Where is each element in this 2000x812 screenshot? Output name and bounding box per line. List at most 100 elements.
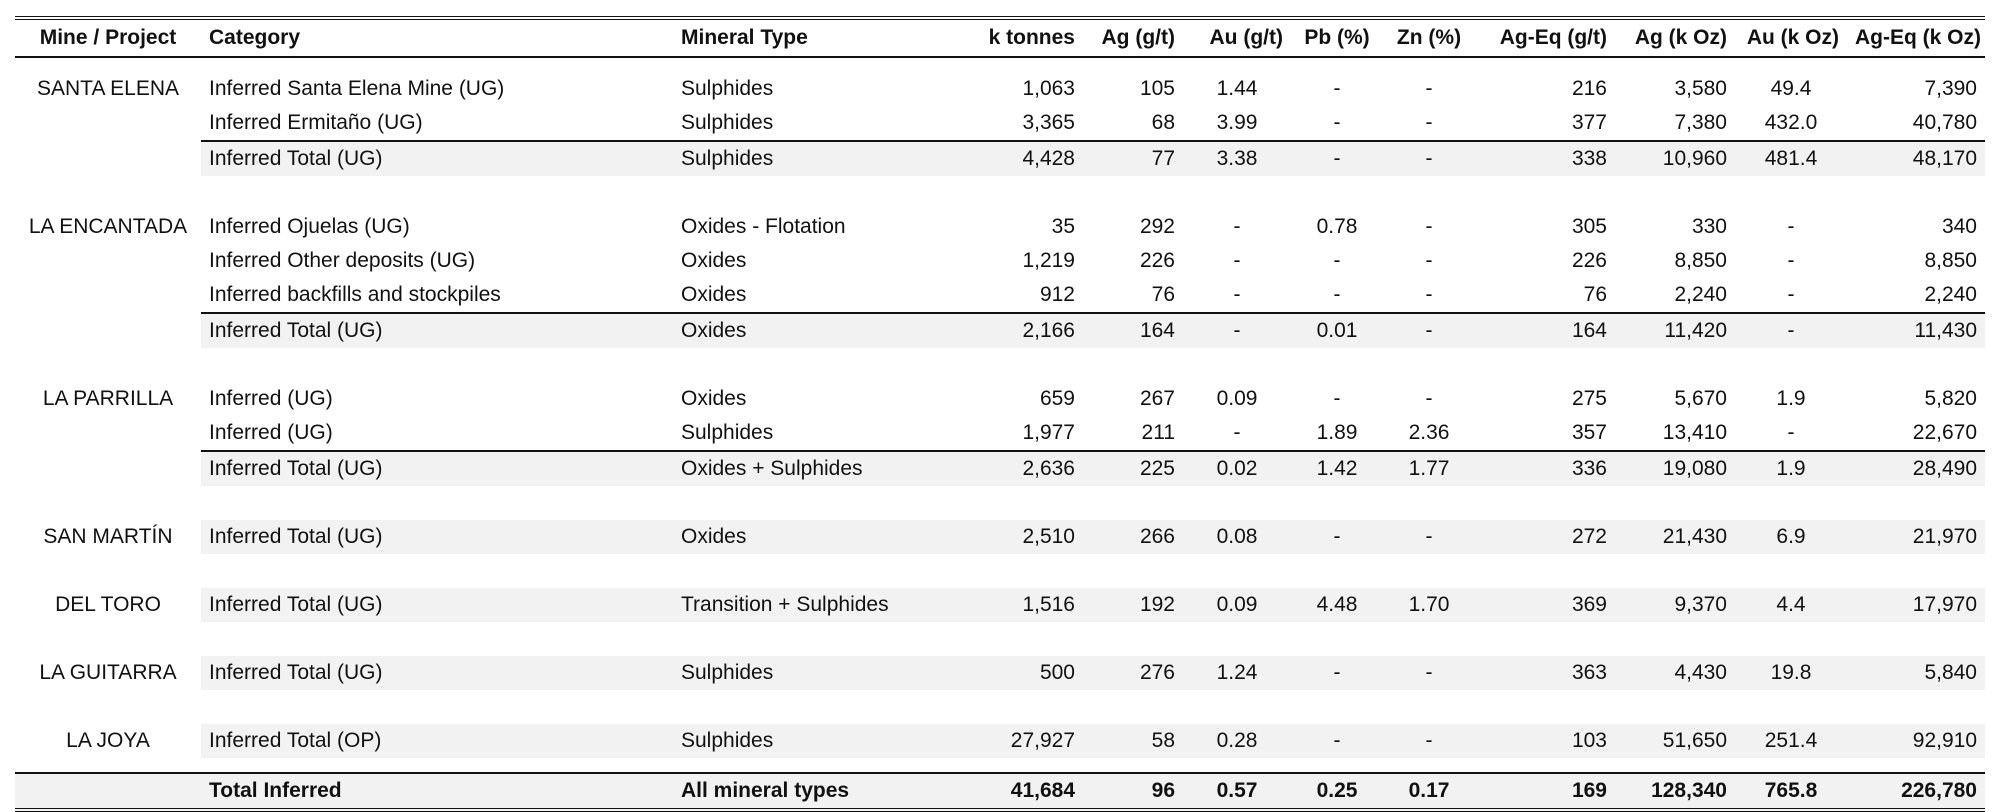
category-cell: Inferred Total (UG) [201,312,673,348]
table-row: LA ENCANTADA Inferred Ojuelas (UG) Oxides … [15,210,1985,244]
ag-gt-cell: 105 [1139,77,1175,100]
pb-cell: - [1333,249,1341,272]
zn-cell: - [1425,249,1433,272]
category-cell: Inferred Santa Elena Mine (UG) [209,77,505,100]
pb-cell: 1.42 [1291,450,1383,486]
pb-cell: 0.25 [1291,772,1383,812]
au-gt-cell: 0.28 [1183,724,1291,758]
au-koz-cell: 1.9 [1776,387,1806,410]
ageq-gt-cell: 169 [1475,772,1615,812]
ageq-gt-cell: 377 [1571,111,1607,134]
ageq-koz-cell: 340 [1941,215,1977,238]
spacer-row [15,58,1985,72]
ageq-koz-cell: 5,820 [1924,387,1977,410]
spacer-cell [15,58,1985,72]
ageq-koz-cell: 92,910 [1847,724,1985,758]
ageq-koz-cell: 28,490 [1847,450,1985,486]
category-cell: Inferred (UG) [209,387,333,410]
mineral-type-cell: Sulphides [673,140,953,176]
spacer-row [15,690,1985,724]
pb-cell: 0.78 [1316,215,1358,238]
table-row: Inferred backfills and stockpiles Oxides 9… [15,278,1985,312]
au-gt-cell: 0.02 [1183,450,1291,486]
ag-gt-cell: 77 [1083,140,1183,176]
spacer-cell [15,486,1985,520]
ag-koz-cell: 11,420 [1615,312,1735,348]
pb-cell: - [1333,111,1341,134]
mine-cell: DEL TORO [55,593,161,616]
header-row: Mine / Project Category Mineral Type k t… [15,16,1985,58]
zn-cell: - [1425,387,1433,410]
table-body: SANTA ELENA Inferred Santa Elena Mine (UG… [15,58,1985,812]
pb-cell: - [1291,140,1383,176]
table-row: SANTA ELENA Inferred Santa Elena Mine (UG… [15,72,1985,106]
table-row: Inferred Total (UG) Sulphides 4,428 77 3.38-… [15,140,1985,176]
ageq-koz-cell: 21,970 [1847,520,1985,554]
ag-gt-cell: 226 [1139,249,1175,272]
ageq-koz-cell: 11,430 [1847,312,1985,348]
ktonnes-cell: 4,428 [953,140,1083,176]
ag-koz-cell: 51,650 [1615,724,1735,758]
ktonnes-cell: 41,684 [953,772,1083,812]
zn-cell: 0.17 [1383,772,1475,812]
ag-gt-cell: 68 [1151,111,1175,134]
mineral-type-cell: Oxides [673,520,953,554]
ag-gt-cell: 164 [1083,312,1183,348]
mineral-type-cell: Transition + Sulphides [673,588,953,622]
ktonnes-cell: 1,977 [1022,421,1075,444]
mine-cell: LA ENCANTADA [28,215,188,238]
mine-cell [15,772,201,812]
ageq-gt-cell: 338 [1475,140,1615,176]
category-cell: Inferred Total (UG) [201,656,673,690]
au-koz-cell: 765.8 [1735,772,1847,812]
ag-koz-cell: 2,240 [1674,283,1727,306]
ageq-gt-cell: 369 [1475,588,1615,622]
col-header-au-gt: Au (g/t) [1183,16,1291,58]
table-row: SAN MARTÍN Inferred Total (UG) Oxides 2,510… [15,520,1985,554]
table-row: LA PARRILLA Inferred (UG) Oxides 659 267 0.09… [15,382,1985,416]
au-koz-cell: 1.9 [1735,450,1847,486]
zn-cell: - [1425,215,1433,238]
spacer-cell [15,622,1985,656]
col-header-ageq-gt: Ag-Eq (g/t) [1475,16,1615,58]
au-gt-cell: - [1233,421,1241,444]
au-koz-cell: 49.4 [1770,77,1812,100]
ageq-gt-cell: 76 [1583,283,1607,306]
pb-cell: - [1291,724,1383,758]
table-row: Inferred Total (UG) Oxides + Sulphides 2,6… [15,450,1985,486]
ageq-koz-cell: 226,780 [1847,772,1985,812]
ageq-koz-cell: 48,170 [1847,140,1985,176]
au-gt-cell: - [1183,312,1291,348]
ageq-koz-cell: 22,670 [1912,421,1977,444]
ag-gt-cell: 266 [1083,520,1183,554]
ag-koz-cell: 7,380 [1674,111,1727,134]
mine-cell: LA PARRILLA [42,387,174,410]
au-gt-cell: - [1233,283,1241,306]
category-cell: Total Inferred [201,772,673,812]
ktonnes-cell: 1,219 [1022,249,1075,272]
mineral-type-cell: Sulphides [673,724,953,758]
ag-koz-cell: 9,370 [1615,588,1735,622]
mineral-type-cell: Sulphides [681,421,774,444]
spacer-row [15,176,1985,210]
ag-koz-cell: 4,430 [1615,656,1735,690]
col-header-ktonnes: k tonnes [953,16,1083,58]
table-row: Inferred Ermitaño (UG) Sulphides 3,365 68 3.… [15,106,1985,140]
pb-cell: - [1333,77,1341,100]
category-cell: Inferred Total (UG) [201,450,673,486]
ageq-gt-cell: 216 [1571,77,1607,100]
mineral-resources-table: Mine / Project Category Mineral Type k t… [15,16,1985,812]
zn-cell: - [1425,111,1433,134]
col-header-ag-gt: Ag (g/t) [1083,16,1183,58]
category-cell: Inferred backfills and stockpiles [209,283,501,306]
table-row: Inferred Total (UG) Oxides 2,166 164-0.01-1… [15,312,1985,348]
spacer-cell [15,176,1985,210]
mineral-type-cell: Oxides + Sulphides [673,450,953,486]
mine-cell: LA GUITARRA [39,661,177,684]
mineral-type-cell: Sulphides [681,77,774,100]
mine-cell: LA JOYA [66,729,150,752]
au-gt-cell: 0.09 [1216,387,1258,410]
col-header-ageq-koz: Ag-Eq (k Oz) [1847,16,1985,58]
col-header-zn: Zn (%) [1383,16,1475,58]
ag-koz-cell: 10,960 [1615,140,1735,176]
